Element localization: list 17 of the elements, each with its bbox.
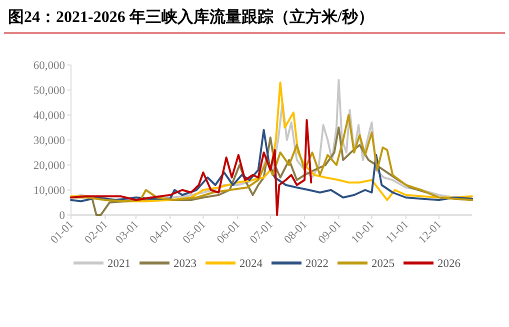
legend-label: 2024 [240,258,263,270]
legend-label: 2021 [108,258,131,270]
y-tick-label: 40,000 [33,110,66,122]
y-tick-label: 50,000 [33,85,66,97]
y-tick-label: 20,000 [33,160,66,172]
y-tick-label: 30,000 [33,135,66,147]
legend-label: 2026 [438,258,461,270]
legend-label: 2025 [372,258,395,270]
y-tick-label: 60,000 [33,60,66,72]
line-series [70,114,473,202]
legend-label: 2023 [174,258,197,270]
y-tick-label: 0 [59,210,66,222]
line-series [70,119,312,216]
chart-title: 图24：2021-2026 年三峡入库流量跟踪（立方米/秒） [8,7,374,26]
y-tick-label: 10,000 [33,185,66,197]
line-series [70,129,473,202]
legend-label: 2022 [306,258,329,270]
